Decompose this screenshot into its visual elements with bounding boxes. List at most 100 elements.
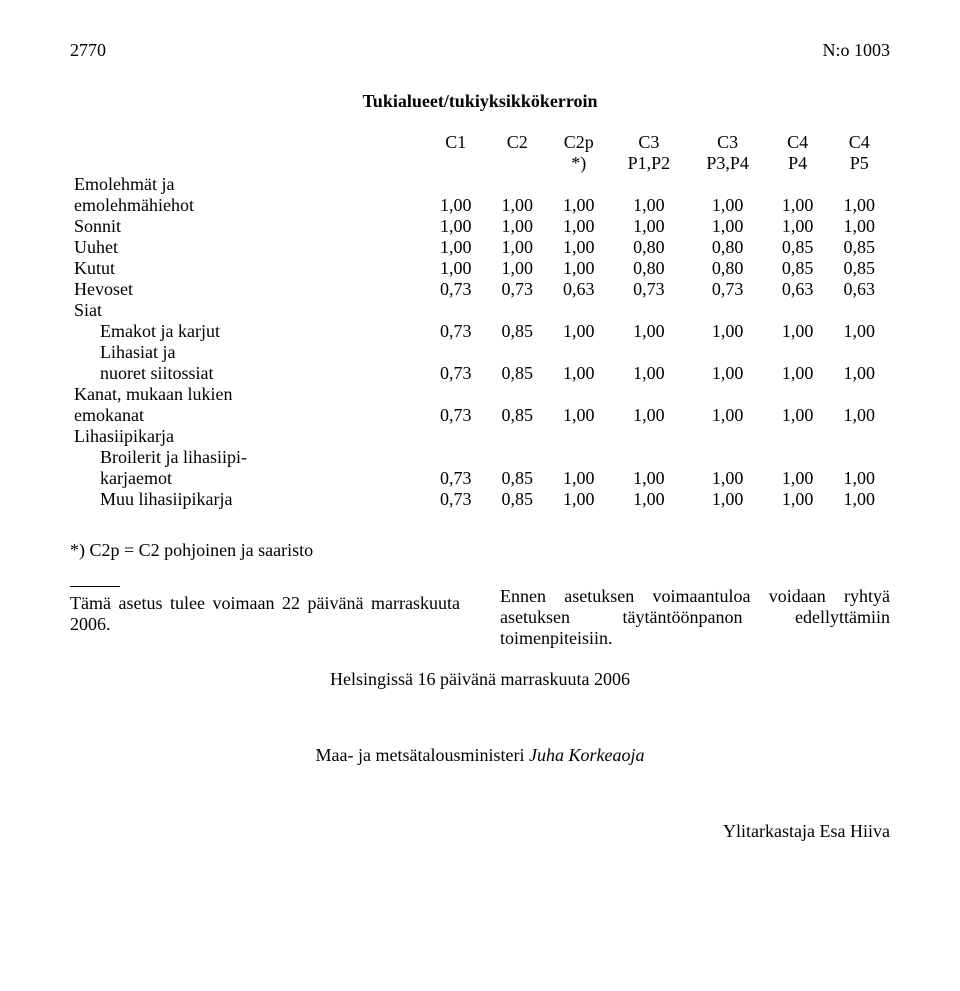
cell: 0,85	[767, 258, 829, 279]
cell: 1,00	[767, 405, 829, 426]
cell: 0,85	[487, 405, 549, 426]
cell: 0,80	[610, 258, 689, 279]
row-label: Sonnit	[70, 216, 425, 237]
cell	[828, 174, 890, 195]
cell	[425, 426, 487, 447]
cell	[425, 447, 487, 468]
cell	[688, 300, 767, 321]
col-subheader: P1,P2	[610, 153, 689, 174]
cell: 1,00	[767, 363, 829, 384]
cell: 0,80	[688, 258, 767, 279]
cell: 1,00	[610, 468, 689, 489]
cell	[425, 174, 487, 195]
table-title: Tukialueet/tukiyksikkökerroin	[70, 91, 890, 112]
cell	[828, 426, 890, 447]
cell	[610, 342, 689, 363]
cell: 1,00	[828, 405, 890, 426]
col-header: C1	[425, 132, 487, 153]
cell	[425, 342, 487, 363]
cell: 1,00	[828, 195, 890, 216]
cell	[487, 384, 549, 405]
cell	[828, 300, 890, 321]
cell: 1,00	[548, 258, 610, 279]
row-label: Hevoset	[70, 279, 425, 300]
row-label: Muu lihasiipikarja	[70, 489, 425, 510]
col-header: C4	[828, 132, 890, 153]
cell: 0,73	[425, 321, 487, 342]
row-label: Lihasiat ja	[70, 342, 425, 363]
table-row: Broilerit ja lihasiipi-	[70, 447, 890, 468]
cell	[828, 384, 890, 405]
cell: 0,85	[487, 363, 549, 384]
row-label: Kutut	[70, 258, 425, 279]
cell: 1,00	[610, 195, 689, 216]
cell: 0,85	[828, 258, 890, 279]
cell	[487, 447, 549, 468]
cell: 1,00	[548, 237, 610, 258]
col-subheader: P4	[767, 153, 829, 174]
cell: 1,00	[610, 363, 689, 384]
footnote: *) C2p = C2 pohjoinen ja saaristo	[70, 540, 890, 561]
table-row: Kanat, mukaan lukien	[70, 384, 890, 405]
table-row: emolehmähiehot1,001,001,001,001,001,001,…	[70, 195, 890, 216]
cell	[548, 342, 610, 363]
row-label: Emakot ja karjut	[70, 321, 425, 342]
table-row: Uuhet1,001,001,000,800,800,850,85	[70, 237, 890, 258]
cell: 1,00	[548, 489, 610, 510]
col-header: C3	[610, 132, 689, 153]
cell: 1,00	[828, 321, 890, 342]
cell: 0,73	[425, 489, 487, 510]
cell: 0,85	[487, 321, 549, 342]
cell: 1,00	[688, 216, 767, 237]
cell: 1,00	[688, 321, 767, 342]
cell	[548, 447, 610, 468]
table-row: karjaemot0,730,851,001,001,001,001,00	[70, 468, 890, 489]
cell: 0,73	[487, 279, 549, 300]
cell: 1,00	[688, 405, 767, 426]
row-label: Lihasiipikarja	[70, 426, 425, 447]
cell: 1,00	[767, 321, 829, 342]
cell: 1,00	[548, 405, 610, 426]
cell	[548, 300, 610, 321]
cell	[610, 300, 689, 321]
cell	[767, 174, 829, 195]
right-paragraph: Ennen asetuksen voimaantuloa voidaan ryh…	[500, 586, 890, 648]
col-header: C2	[487, 132, 549, 153]
cell: 0,85	[828, 237, 890, 258]
cell: 1,00	[487, 237, 549, 258]
cell: 1,00	[487, 216, 549, 237]
cell: 0,85	[487, 468, 549, 489]
cell	[767, 447, 829, 468]
cell	[688, 447, 767, 468]
table-row: Siat	[70, 300, 890, 321]
cell: 1,00	[767, 489, 829, 510]
helsinki-line: Helsingissä 16 päivänä marraskuuta 2006	[70, 669, 890, 690]
cell: 1,00	[767, 216, 829, 237]
row-label: Emolehmät ja	[70, 174, 425, 195]
cell: 0,73	[425, 405, 487, 426]
cell: 0,73	[688, 279, 767, 300]
cell: 0,85	[767, 237, 829, 258]
cell: 0,80	[688, 237, 767, 258]
cell: 1,00	[767, 195, 829, 216]
cell: 1,00	[487, 258, 549, 279]
cell: 1,00	[425, 258, 487, 279]
cell: 1,00	[548, 363, 610, 384]
cell	[610, 174, 689, 195]
cell: 0,63	[828, 279, 890, 300]
cell	[767, 384, 829, 405]
col-header: C4	[767, 132, 829, 153]
cell	[828, 447, 890, 468]
row-label: Kanat, mukaan lukien	[70, 384, 425, 405]
cell	[688, 384, 767, 405]
cell: 1,00	[828, 363, 890, 384]
cell: 1,00	[610, 405, 689, 426]
col-subheader: P3,P4	[688, 153, 767, 174]
row-label: emokanat	[70, 405, 425, 426]
table-row: emokanat0,730,851,001,001,001,001,00	[70, 405, 890, 426]
cell	[828, 342, 890, 363]
col-subheader: P5	[828, 153, 890, 174]
cell: 0,73	[425, 468, 487, 489]
inspector-line: Ylitarkastaja Esa Hiiva	[70, 821, 890, 842]
cell	[610, 384, 689, 405]
